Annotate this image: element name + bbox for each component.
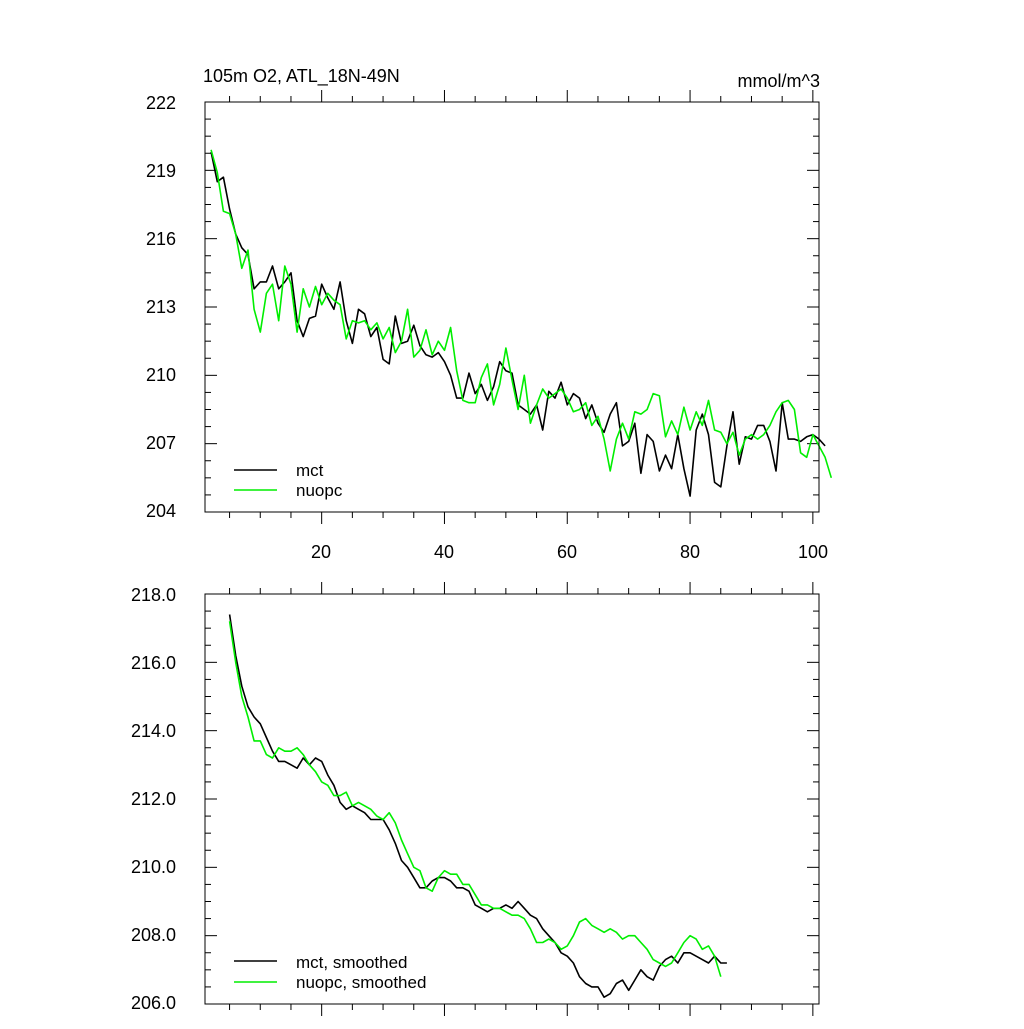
legend-label-mct: mct bbox=[296, 461, 324, 480]
x-tick-label: 60 bbox=[557, 542, 577, 562]
bottom-panel: 206.0 208.0 210.0 212.0 214.0 216.0 218.… bbox=[131, 582, 820, 1016]
series-line-mct-smoothed bbox=[228, 614, 727, 999]
series-lines bbox=[228, 614, 727, 999]
legend-label-nuopc: nuopc bbox=[296, 481, 343, 500]
x-tick-labels: 20 40 60 80 100 bbox=[311, 542, 828, 562]
x-tick-label: 80 bbox=[680, 542, 700, 562]
y-tick-label: 210 bbox=[146, 365, 176, 385]
top-panel: 105m O2, ATL_18N-49N mmol/m^3 204 207 21… bbox=[146, 66, 833, 562]
y-tick-label: 212.0 bbox=[131, 789, 176, 809]
units-label: mmol/m^3 bbox=[738, 71, 820, 91]
series-line-mct bbox=[210, 151, 826, 497]
y-tick-labels: 206.0 208.0 210.0 212.0 214.0 216.0 218.… bbox=[131, 585, 176, 1013]
series-line-nuopc-smoothed bbox=[228, 621, 722, 977]
y-tick-label: 206.0 bbox=[131, 993, 176, 1013]
x-tick-label: 40 bbox=[434, 542, 454, 562]
y-tick-label: 222 bbox=[146, 93, 176, 113]
y-tick-label: 207 bbox=[146, 433, 176, 453]
series-line-nuopc bbox=[210, 149, 833, 479]
tick-marks bbox=[205, 582, 819, 1016]
y-tick-label: 216 bbox=[146, 229, 176, 249]
y-tick-label: 213 bbox=[146, 297, 176, 317]
legend: mct, smoothed nuopc, smoothed bbox=[234, 953, 426, 992]
legend-label-nuopc-smoothed: nuopc, smoothed bbox=[296, 973, 426, 992]
legend: mct nuopc bbox=[234, 461, 343, 500]
y-tick-label: 208.0 bbox=[131, 925, 176, 945]
plot-frame bbox=[204, 593, 820, 1005]
y-tick-label: 218.0 bbox=[131, 585, 176, 605]
x-tick-label: 100 bbox=[798, 542, 828, 562]
y-tick-labels: 204 207 210 213 216 219 222 bbox=[146, 93, 176, 521]
plot-frame bbox=[204, 101, 820, 513]
legend-label-mct-smoothed: mct, smoothed bbox=[296, 953, 408, 972]
tick-marks bbox=[205, 90, 819, 524]
y-tick-label: 210.0 bbox=[131, 857, 176, 877]
chart-title: 105m O2, ATL_18N-49N bbox=[203, 66, 400, 87]
series-lines bbox=[210, 149, 833, 497]
y-tick-label: 204 bbox=[146, 501, 176, 521]
y-tick-label: 214.0 bbox=[131, 721, 176, 741]
y-tick-label: 216.0 bbox=[131, 653, 176, 673]
y-tick-label: 219 bbox=[146, 161, 176, 181]
x-tick-label: 20 bbox=[311, 542, 331, 562]
